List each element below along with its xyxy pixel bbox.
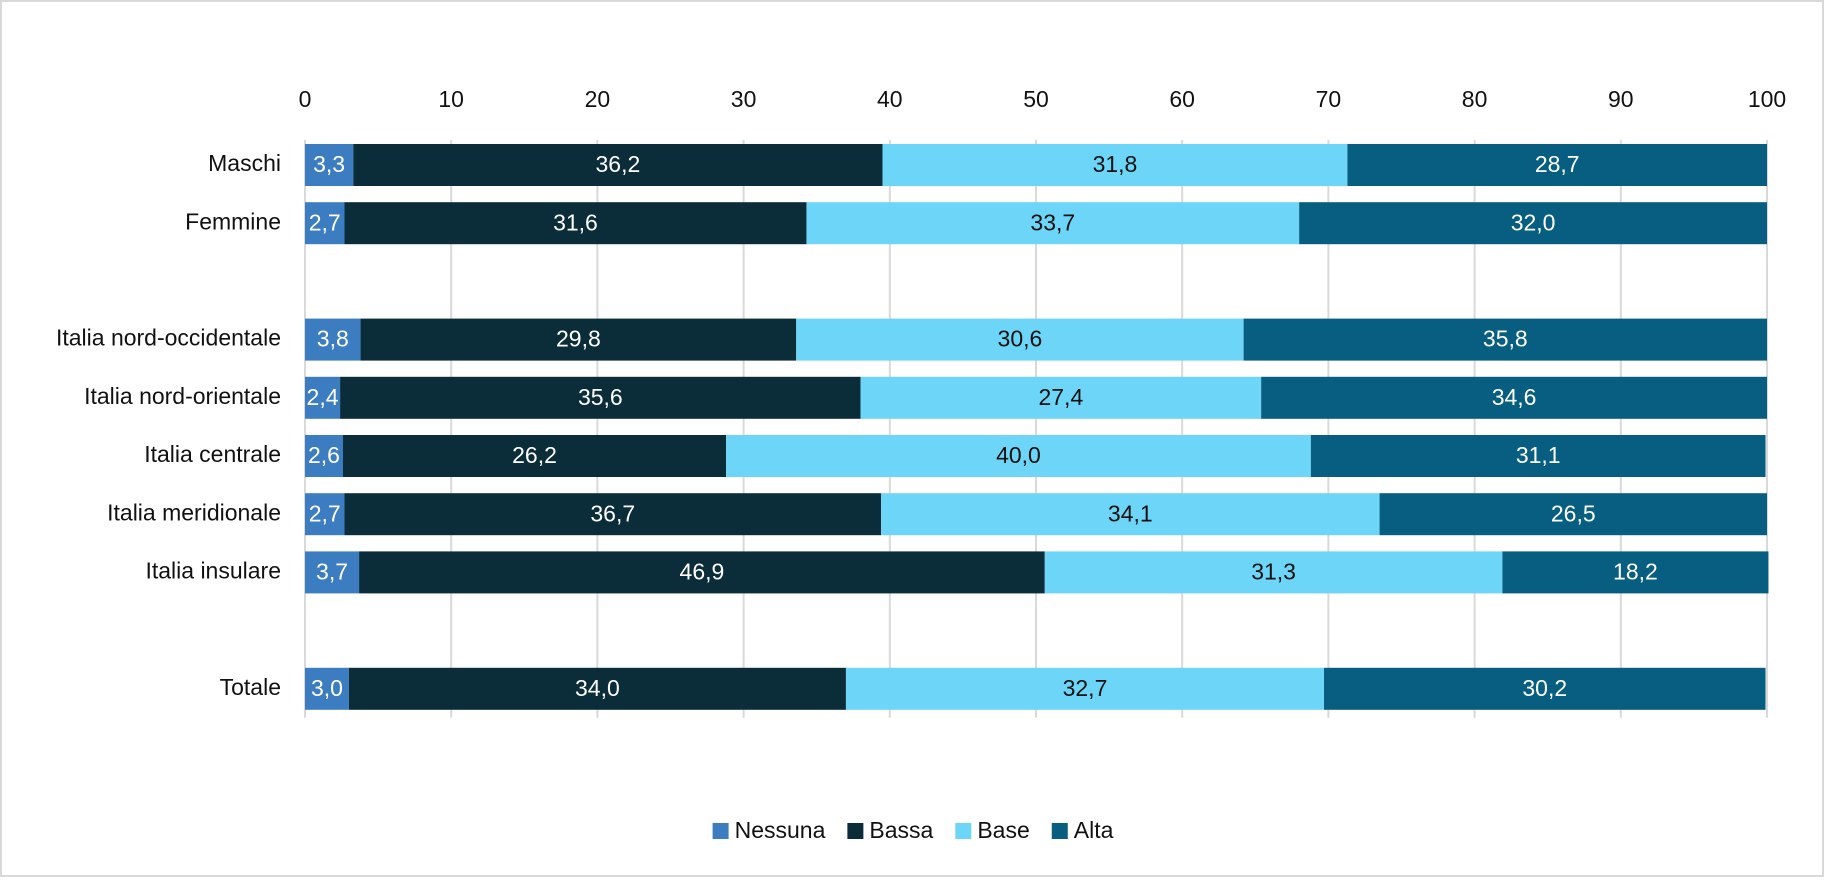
bar-segment — [305, 551, 360, 594]
legend-label: Base — [977, 817, 1029, 843]
bar-segment — [1347, 144, 1767, 186]
bar-segment — [305, 144, 354, 186]
category-label: Italia insulare — [145, 557, 281, 583]
bar-segment — [796, 318, 1244, 361]
legend-label: Alta — [1074, 817, 1114, 843]
x-tick-label: 40 — [877, 86, 903, 112]
value-label: 36,7 — [590, 500, 635, 526]
value-label: 27,4 — [1038, 384, 1083, 410]
legend-swatch — [712, 823, 729, 839]
labels: 0 10 20 30 40 50 60 70 80 90 100 Maschi 3,3 36,2 31,8 2… — [56, 86, 1786, 701]
bar-segment — [882, 144, 1348, 186]
bar-segment — [344, 202, 807, 245]
x-tick-label: 20 — [585, 86, 611, 112]
bar-segment — [1502, 551, 1769, 594]
bar-segment — [1243, 318, 1767, 361]
legend-label: Bassa — [869, 817, 933, 843]
legend-item: Alta — [1051, 817, 1114, 843]
legend-swatch — [847, 823, 864, 839]
category-label: Totale — [220, 674, 281, 700]
category-label: Italia meridionale — [107, 499, 281, 525]
category-label: Italia nord-occidentale — [56, 325, 281, 351]
legend: Nessuna Bassa Base Alta — [712, 817, 1114, 843]
value-label: 31,8 — [1093, 151, 1138, 177]
legend-label: Nessuna — [735, 817, 826, 843]
value-label: 3,0 — [311, 675, 343, 701]
value-label: 46,9 — [680, 558, 725, 584]
bar-segment — [344, 493, 882, 536]
value-label: 35,8 — [1483, 326, 1528, 352]
value-label: 36,2 — [595, 151, 640, 177]
x-tick-label: 100 — [1748, 86, 1786, 112]
value-label: 3,8 — [317, 326, 349, 352]
x-tick-label: 90 — [1608, 86, 1634, 112]
x-tick-label: 50 — [1023, 86, 1049, 112]
bar-segment — [340, 376, 861, 419]
legend-item: Base — [955, 817, 1030, 843]
bar-segment — [305, 202, 345, 245]
legend-swatch — [1051, 823, 1068, 839]
value-label: 29,8 — [556, 326, 601, 352]
legend-item: Nessuna — [712, 817, 826, 843]
bar-segment — [1379, 493, 1767, 536]
bar-segment — [1261, 376, 1767, 419]
bar-segment — [343, 435, 727, 477]
bar-segment — [845, 667, 1325, 710]
category-label: Femmine — [185, 208, 281, 234]
bar-segment — [1324, 667, 1766, 710]
value-label: 32,7 — [1063, 675, 1108, 701]
bar-segment — [1044, 551, 1503, 594]
value-label: 18,2 — [1613, 558, 1658, 584]
value-label: 3,3 — [313, 151, 345, 177]
value-label: 31,3 — [1251, 558, 1296, 584]
value-label: 35,6 — [578, 384, 623, 410]
value-label: 2,7 — [309, 500, 341, 526]
x-tick-label: 30 — [731, 86, 757, 112]
category-label: Italia centrale — [144, 441, 281, 467]
value-label: 34,6 — [1492, 384, 1537, 410]
x-tick-label: 60 — [1169, 86, 1195, 112]
legend-swatch — [955, 823, 972, 839]
x-tick-label: 80 — [1462, 86, 1488, 112]
value-label: 31,6 — [553, 209, 598, 235]
bar-segment — [1310, 435, 1766, 477]
bar-segment — [860, 376, 1262, 419]
bar-segment — [806, 202, 1300, 245]
legend-item: Bassa — [847, 817, 934, 843]
value-label: 26,5 — [1551, 500, 1596, 526]
value-label: 28,7 — [1535, 151, 1580, 177]
value-label: 2,7 — [309, 209, 341, 235]
bar-segment — [348, 667, 846, 710]
bar-segment — [726, 435, 1311, 477]
value-label: 30,6 — [998, 326, 1043, 352]
category-label: Maschi — [208, 150, 281, 176]
value-label: 34,0 — [575, 675, 620, 701]
bar-segment — [359, 551, 1045, 594]
value-label: 30,2 — [1522, 675, 1567, 701]
bar-segment — [305, 376, 341, 419]
x-tick-label: 10 — [438, 86, 464, 112]
value-label: 2,6 — [308, 442, 340, 468]
bar-segment — [305, 435, 344, 477]
value-label: 34,1 — [1108, 500, 1153, 526]
bar-segment — [881, 493, 1380, 536]
bar-segment — [353, 144, 883, 186]
bar-segment — [1299, 202, 1767, 245]
bar-segment — [305, 667, 349, 710]
value-label: 3,7 — [316, 558, 348, 584]
category-label: Italia nord-orientale — [84, 383, 281, 409]
value-label: 32,0 — [1511, 209, 1556, 235]
bar-segment — [305, 318, 361, 361]
value-label: 26,2 — [512, 442, 557, 468]
value-label: 40,0 — [996, 442, 1041, 468]
x-tick-label: 0 — [299, 86, 312, 112]
value-label: 2,4 — [307, 384, 339, 410]
bars — [305, 144, 1769, 710]
value-label: 33,7 — [1030, 209, 1075, 235]
bar-segment — [360, 318, 797, 361]
bar-segment — [305, 493, 345, 536]
value-label: 31,1 — [1516, 442, 1561, 468]
x-tick-label: 70 — [1316, 86, 1342, 112]
